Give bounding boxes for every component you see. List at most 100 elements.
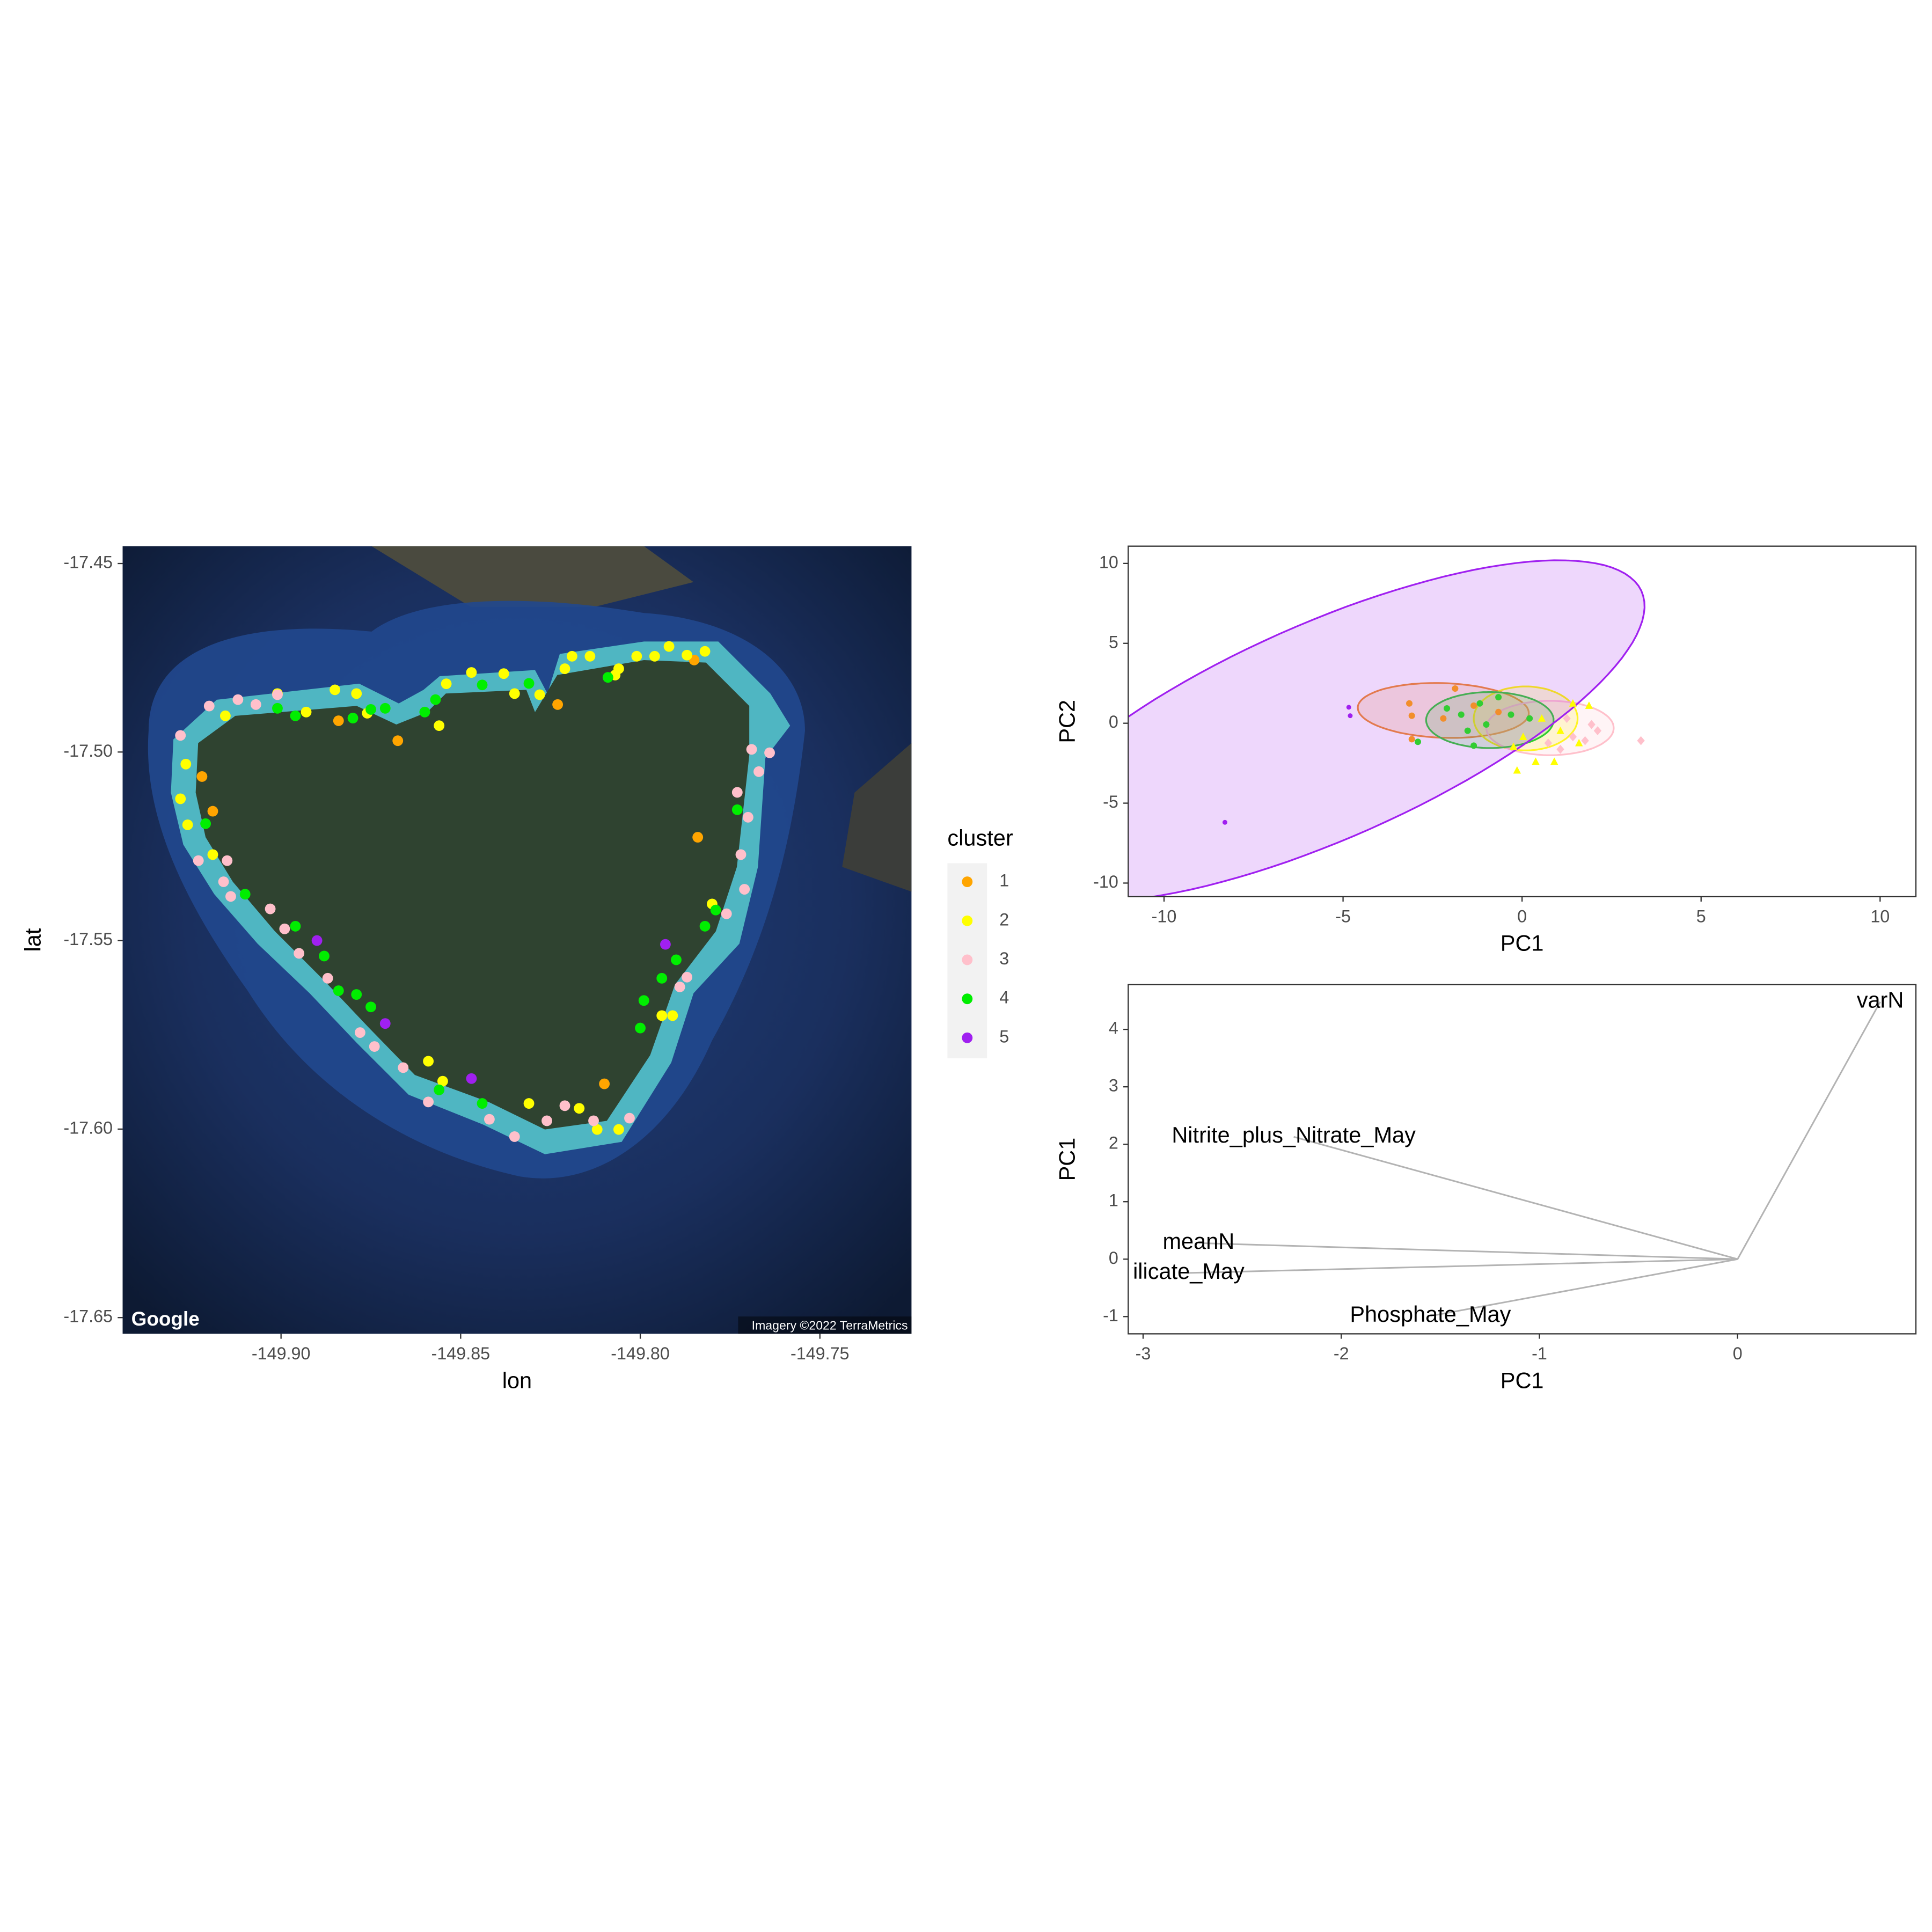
point xyxy=(239,889,251,900)
x-tick-label: -149.85 xyxy=(431,1344,491,1363)
x-axis-title: PC1 xyxy=(1501,931,1544,956)
point xyxy=(369,1041,380,1052)
point xyxy=(265,903,276,914)
point xyxy=(434,1084,445,1095)
x-axis-title: lon xyxy=(502,1367,532,1393)
point xyxy=(1406,700,1413,707)
point xyxy=(1513,766,1521,774)
point xyxy=(649,650,660,662)
point xyxy=(351,688,362,699)
point xyxy=(523,1098,535,1109)
loading-label: Phosphate_May xyxy=(1350,1301,1511,1327)
x-tick-label: -3 xyxy=(1136,1344,1151,1363)
point xyxy=(656,972,668,984)
point xyxy=(355,1027,365,1038)
point xyxy=(398,1062,409,1073)
point xyxy=(1464,727,1471,734)
satellite-map xyxy=(122,546,912,1334)
point xyxy=(735,849,747,860)
point xyxy=(301,706,312,718)
island xyxy=(195,660,750,1130)
point xyxy=(1593,726,1602,736)
point xyxy=(232,694,244,705)
legend-key xyxy=(962,993,973,1005)
point xyxy=(584,650,596,662)
loadings-panel xyxy=(1128,984,1916,1334)
y-tick-label: -5 xyxy=(1103,792,1118,811)
point xyxy=(319,950,330,962)
legend-label: 3 xyxy=(999,949,1009,968)
loading-segment xyxy=(1293,1136,1738,1260)
point xyxy=(182,819,193,830)
point xyxy=(250,699,261,710)
point xyxy=(635,1022,646,1034)
point xyxy=(721,908,732,919)
point xyxy=(1637,736,1645,745)
legend-label: 4 xyxy=(999,988,1009,1007)
point xyxy=(175,793,186,804)
point xyxy=(294,948,305,959)
point xyxy=(602,672,613,683)
loading-segment xyxy=(1188,1258,1738,1274)
legend-key xyxy=(962,1032,973,1043)
point xyxy=(379,702,391,714)
y-tick-label: -1 xyxy=(1103,1306,1118,1325)
y-tick-label: 0 xyxy=(1109,712,1118,731)
ellipse xyxy=(1473,685,1579,751)
point xyxy=(290,920,301,932)
loading-label: varN xyxy=(1857,987,1904,1013)
point xyxy=(1519,733,1527,740)
x-tick-label: 10 xyxy=(1870,907,1890,926)
point xyxy=(742,811,753,823)
point xyxy=(365,1001,376,1013)
point xyxy=(330,684,340,696)
point xyxy=(1507,711,1514,718)
point xyxy=(222,855,233,866)
point xyxy=(333,715,344,726)
point xyxy=(272,702,283,714)
land-north xyxy=(371,546,694,607)
point xyxy=(746,744,757,755)
point xyxy=(1575,738,1583,747)
loading-segment xyxy=(1198,1242,1738,1260)
point xyxy=(218,876,229,887)
point xyxy=(392,735,404,747)
y-tick-label: -17.60 xyxy=(63,1118,113,1137)
point xyxy=(207,806,218,817)
legend-key xyxy=(962,876,973,887)
point xyxy=(225,891,236,902)
point xyxy=(419,706,430,718)
x-tick-label: -149.90 xyxy=(252,1344,311,1363)
y-tick-label: 2 xyxy=(1109,1133,1118,1153)
point xyxy=(1550,757,1558,765)
point xyxy=(180,758,192,770)
point xyxy=(591,1124,603,1135)
point xyxy=(674,982,685,992)
point xyxy=(466,1073,477,1084)
y-tick-label: -17.65 xyxy=(63,1307,113,1326)
x-tick-label: -2 xyxy=(1334,1344,1349,1363)
point xyxy=(753,766,764,777)
point xyxy=(559,1100,570,1111)
point xyxy=(1452,685,1459,692)
land-east xyxy=(842,743,912,892)
point xyxy=(671,954,682,965)
legend-label: 2 xyxy=(999,910,1009,929)
point xyxy=(441,678,452,690)
y-tick-label: 0 xyxy=(1109,1248,1118,1268)
x-tick-label: 0 xyxy=(1733,1344,1743,1363)
y-tick-label: -17.45 xyxy=(63,553,113,572)
point xyxy=(466,667,477,678)
point xyxy=(699,646,711,657)
point xyxy=(1556,726,1564,734)
point xyxy=(574,1103,585,1114)
point xyxy=(534,689,545,700)
point xyxy=(599,1078,610,1089)
point xyxy=(1444,705,1451,712)
loading-segment xyxy=(1430,1258,1738,1317)
y-tick-label: 10 xyxy=(1099,552,1118,572)
point xyxy=(193,855,204,866)
point xyxy=(207,849,218,860)
point xyxy=(1348,713,1353,719)
point xyxy=(477,679,488,691)
